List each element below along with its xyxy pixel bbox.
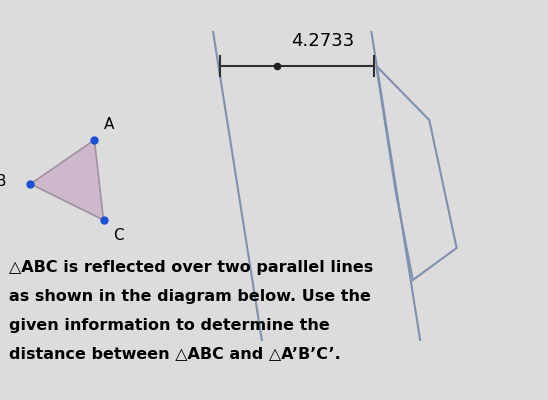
- Point: [99, 217, 108, 223]
- Text: distance between △ABC and △A’B’C’.: distance between △ABC and △A’B’C’.: [9, 346, 341, 362]
- Text: A: A: [104, 117, 114, 132]
- Text: 4.2733: 4.2733: [291, 32, 355, 50]
- Text: C: C: [113, 228, 123, 243]
- Polygon shape: [31, 140, 104, 220]
- Point: [26, 181, 35, 187]
- Text: B: B: [0, 174, 6, 190]
- Text: as shown in the diagram below. Use the: as shown in the diagram below. Use the: [9, 289, 371, 304]
- Text: given information to determine the: given information to determine the: [9, 318, 330, 333]
- Point: [273, 63, 282, 69]
- Point: [90, 137, 99, 143]
- Text: △ABC is reflected over two parallel lines: △ABC is reflected over two parallel line…: [9, 260, 373, 275]
